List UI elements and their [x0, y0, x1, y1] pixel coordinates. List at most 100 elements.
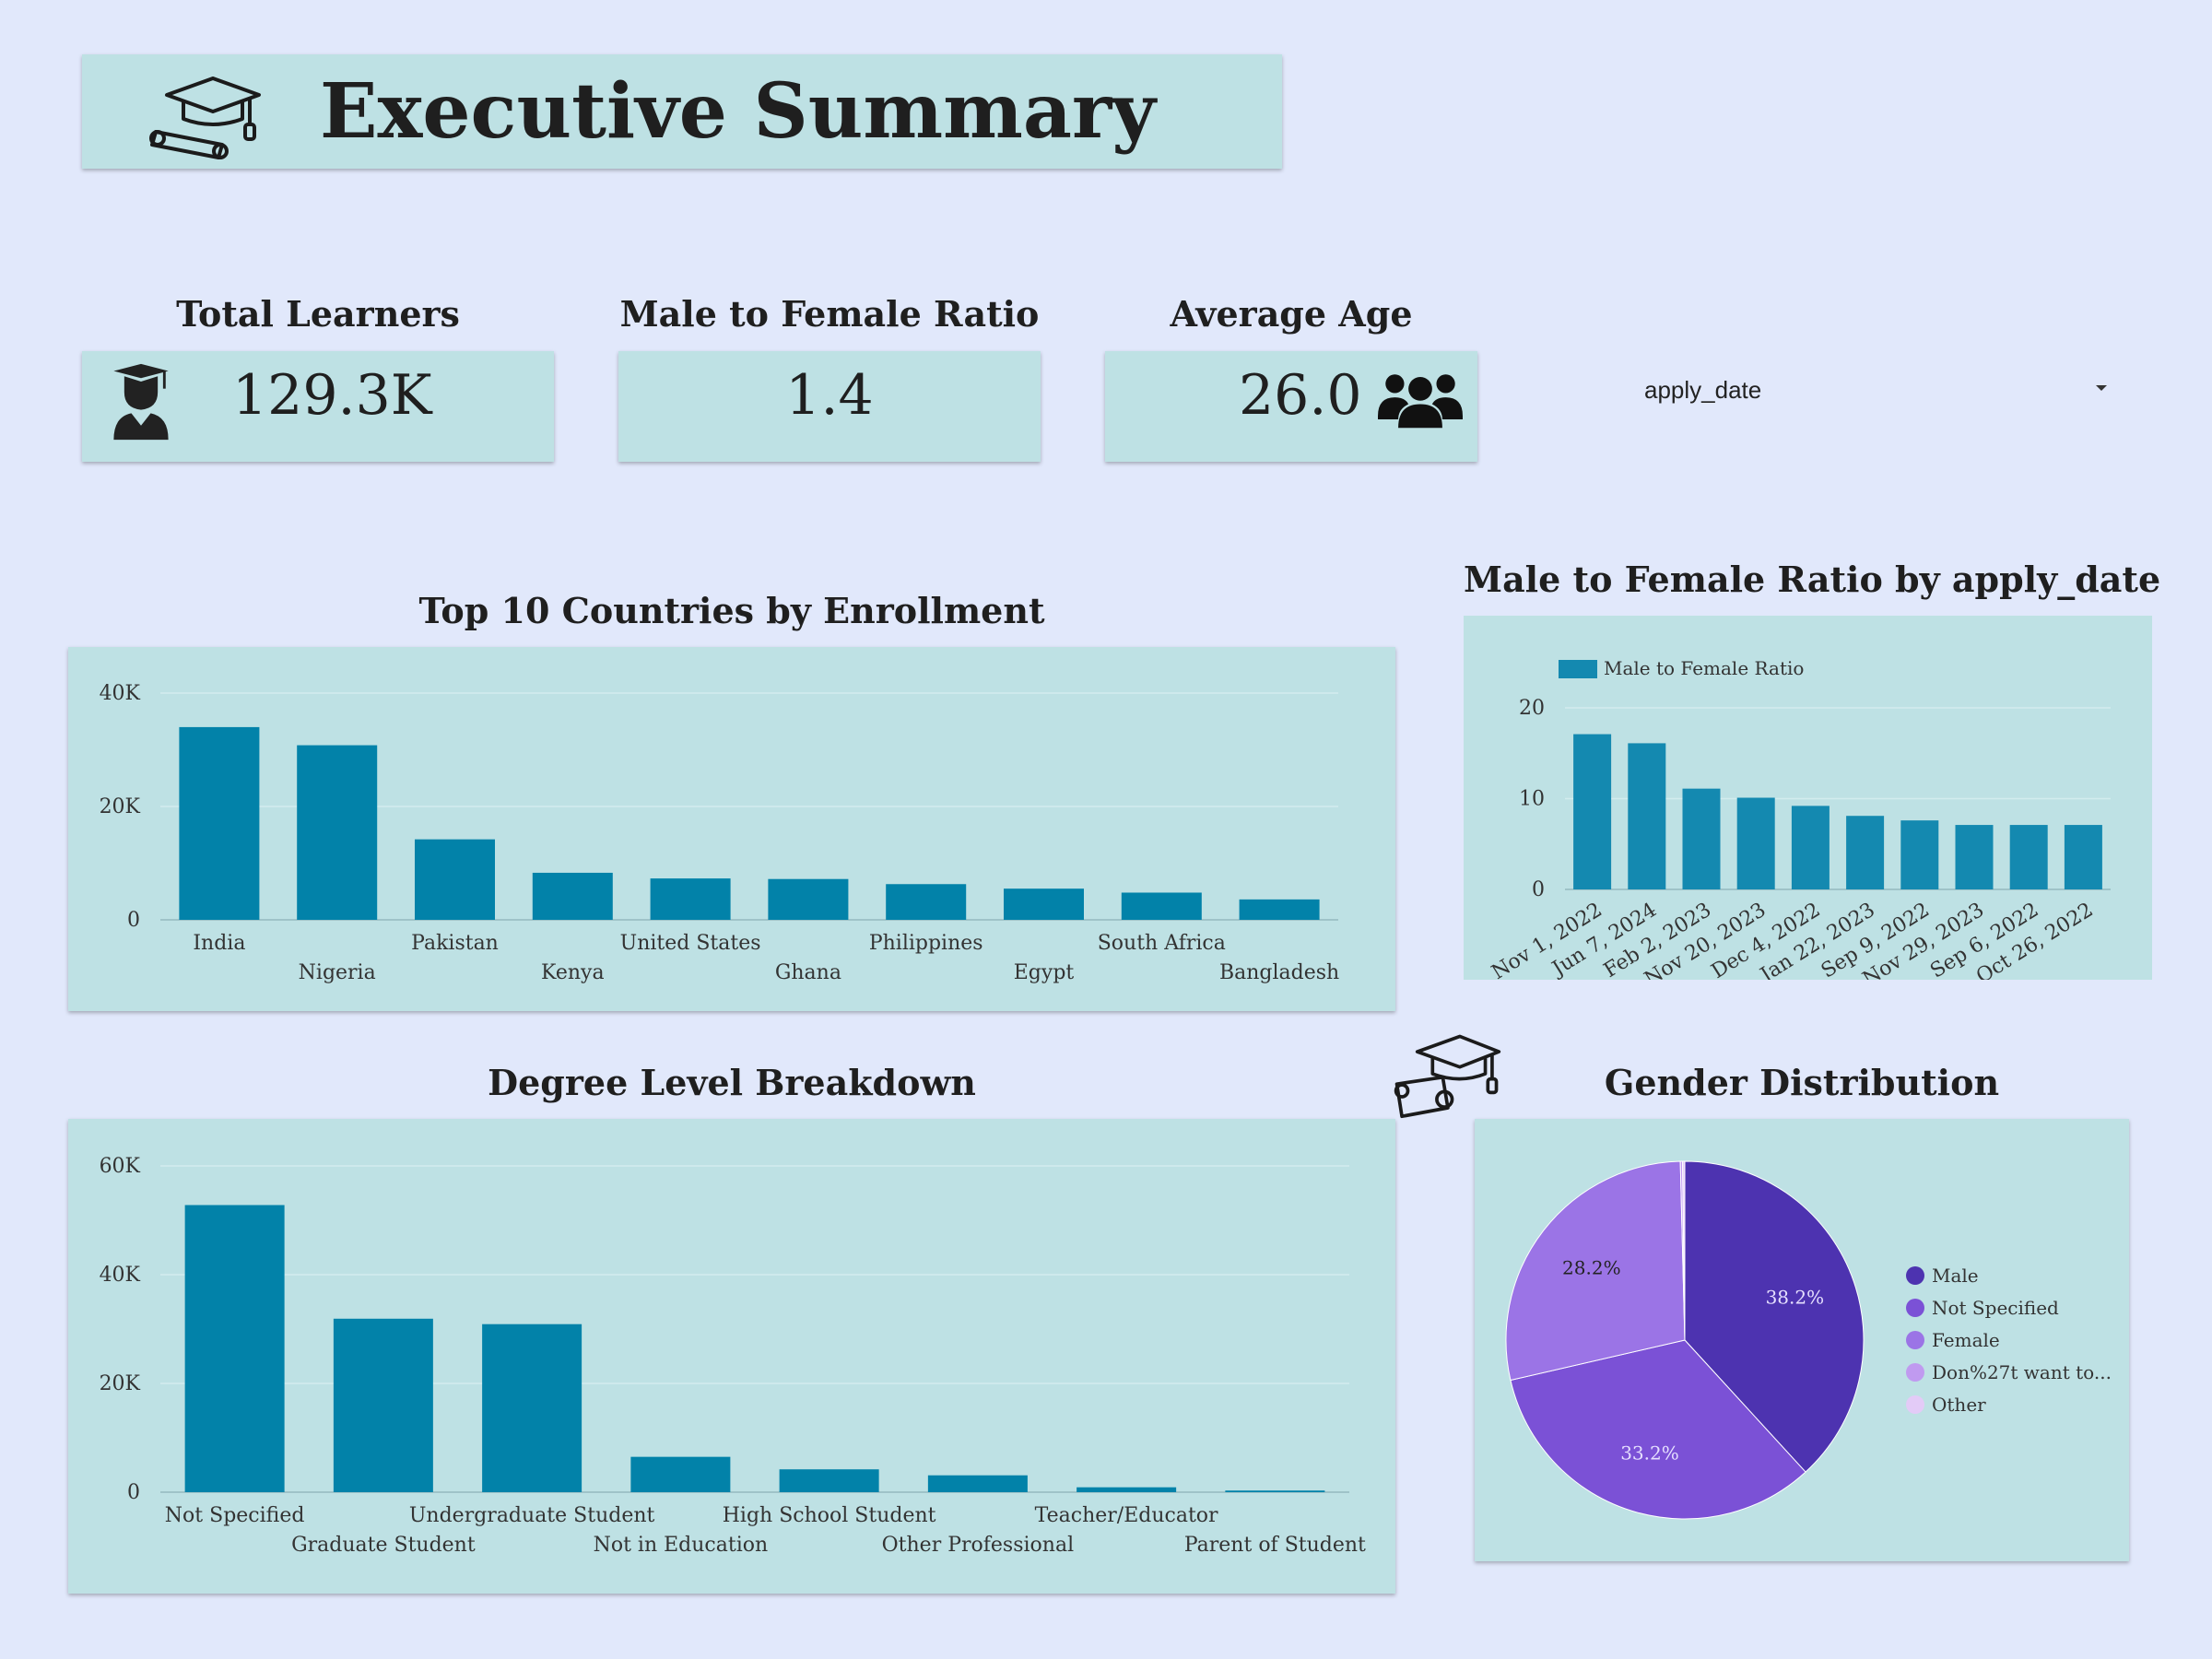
y-tick-label: 0	[127, 909, 140, 932]
gender-chart-title: Gender Distribution	[1604, 1062, 2000, 1103]
bar	[415, 839, 495, 920]
bar	[1077, 1487, 1177, 1492]
y-tick-label: 40K	[100, 682, 141, 705]
student-icon	[113, 363, 169, 441]
x-tick-label: Other Professional	[882, 1534, 1074, 1557]
y-tick-label: 0	[127, 1481, 140, 1504]
x-tick-label: Undergraduate Student	[409, 1504, 655, 1527]
x-tick-label: Nigeria	[299, 961, 376, 984]
degree-chart-title: Degree Level Breakdown	[488, 1062, 976, 1103]
x-tick-label: United States	[620, 932, 761, 955]
pie-slice	[1510, 1339, 1806, 1520]
average-age-card: 26.0	[1105, 351, 1477, 462]
ratio-label: Male to Female Ratio	[619, 293, 1040, 335]
bar	[297, 745, 378, 920]
total-learners-label: Total Learners	[176, 293, 460, 335]
legend-label: Female	[1932, 1329, 2000, 1351]
x-tick-label: Kenya	[541, 961, 605, 984]
bar	[768, 878, 849, 920]
bar	[1004, 888, 1084, 920]
average-age-label: Average Age	[1170, 293, 1413, 335]
bar	[1628, 743, 1666, 889]
x-tick-label: Teacher/Educator	[1035, 1504, 1218, 1527]
total-learners-card: 129.3K	[82, 351, 554, 462]
x-tick-label: Philippines	[869, 932, 983, 955]
x-tick-label: Egypt	[1014, 961, 1075, 984]
legend-label: Other	[1932, 1394, 1986, 1416]
pie-data-label: 33.2%	[1620, 1441, 1679, 1464]
x-tick-label: Parent of Student	[1184, 1534, 1366, 1557]
pie-slice	[1684, 1160, 1865, 1473]
bar	[1573, 734, 1612, 889]
bar	[1736, 797, 1775, 889]
bar	[1846, 816, 1885, 889]
bar	[927, 1475, 1028, 1492]
ratio-by-date-chart-title: Male to Female Ratio by apply_date	[1464, 559, 2161, 600]
x-tick-label: Ghana	[775, 961, 841, 984]
bar	[630, 1456, 731, 1492]
x-tick-label: Bangladesh	[1219, 961, 1339, 984]
pie-data-label: 38.2%	[1766, 1287, 1825, 1309]
ratio-card: 1.4	[618, 351, 1041, 462]
legend-marker	[1906, 1395, 1924, 1414]
users-group-icon	[1378, 374, 1463, 429]
bar	[1682, 788, 1721, 889]
bar	[886, 884, 967, 920]
bar	[1121, 892, 1202, 920]
bar	[179, 726, 260, 920]
legend-marker	[1906, 1266, 1924, 1285]
countries-bar-chart: 0 20K 40K India Nigeria Pakistan Kenya United S…	[100, 682, 1340, 984]
y-tick-label: 0	[1532, 878, 1545, 901]
y-tick-label: 60K	[100, 1155, 141, 1178]
x-tick-label: Pakistan	[411, 932, 499, 955]
x-tick-label: Graduate Student	[291, 1534, 476, 1557]
y-tick-label: 20	[1519, 697, 1545, 720]
x-tick-label: South Africa	[1098, 932, 1226, 955]
y-tick-label: 20K	[100, 1372, 141, 1395]
average-age-value: 26.0	[1239, 363, 1362, 428]
legend-swatch	[1559, 660, 1597, 678]
bar	[650, 878, 731, 920]
x-tick-label: India	[193, 932, 245, 955]
gender-pie-chart: 38.2% 33.2% 28.2% Male Not Specified Female Do…	[1505, 1160, 2112, 1520]
page-title: Executive Summary	[320, 67, 1156, 156]
bar	[532, 872, 613, 920]
bar	[2064, 825, 2102, 889]
ratio-value: 1.4	[785, 363, 874, 428]
graduation-cap-diploma-icon	[149, 76, 261, 159]
legend-marker	[1906, 1363, 1924, 1382]
apply-date-filter-value: apply_date	[1644, 376, 1762, 404]
x-tick-label: High School Student	[723, 1504, 936, 1527]
legend-label: Not Specified	[1932, 1297, 2059, 1319]
legend-label: Don%27t want to...	[1932, 1361, 2112, 1383]
legend-marker	[1906, 1331, 1924, 1349]
graduation-cap-diploma-icon	[1394, 1034, 1501, 1119]
legend-marker	[1906, 1299, 1924, 1317]
x-tick-label: Not Specified	[165, 1504, 305, 1527]
total-learners-value: 129.3K	[232, 363, 432, 428]
bar	[779, 1469, 879, 1492]
degree-bar-chart: 0 20K 40K 60K Not Specified Graduate Student U…	[100, 1155, 1366, 1557]
legend-label: Male to Female Ratio	[1604, 657, 1804, 679]
pie-slice	[1505, 1160, 1686, 1382]
bar	[333, 1318, 433, 1492]
countries-chart-title: Top 10 Countries by Enrollment	[418, 590, 1045, 631]
pie-slice	[1682, 1160, 1686, 1341]
countries-chart-card: 0 20K 40K India Nigeria Pakistan Kenya United S…	[68, 647, 1395, 1011]
apply-date-filter[interactable]: apply_date	[1631, 367, 2120, 413]
legend-label: Male	[1932, 1265, 1979, 1287]
bar	[482, 1324, 582, 1492]
header-card: Executive Summary	[82, 54, 1282, 169]
bar	[1900, 820, 1939, 889]
pie-data-label: 28.2%	[1562, 1257, 1621, 1279]
degree-chart-card: 0 20K 40K 60K Not Specified Graduate Student U…	[68, 1119, 1395, 1594]
y-tick-label: 40K	[100, 1264, 141, 1287]
bar	[1791, 806, 1830, 889]
y-tick-label: 20K	[100, 795, 141, 818]
chevron-down-icon[interactable]	[2096, 385, 2107, 391]
bar	[2009, 825, 2048, 889]
ratio-by-date-chart-card: 0 10 20 Nov 1, 2022 Jun 7, 2024 Feb 2, 2023 No…	[1464, 616, 2152, 992]
x-tick-label: Not in Education	[594, 1534, 769, 1557]
bar	[184, 1205, 285, 1492]
